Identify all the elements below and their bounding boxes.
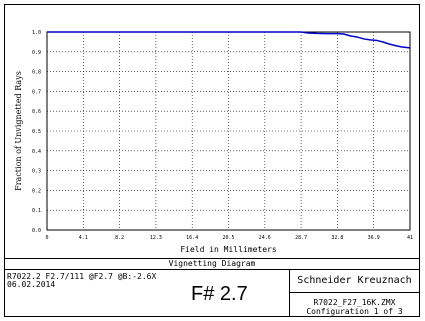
grid — [47, 32, 410, 230]
configuration-label: Configuration 1 of 3 — [306, 307, 403, 316]
y-tick-label: 0.2 — [32, 188, 41, 194]
series-line — [47, 31, 411, 49]
file-name: R7022_F27_16K.ZMX — [313, 298, 396, 307]
x-tick-labels: 0 4.1 8.2 12.3 16.4 20.5 24.6 28.7 32.8 36.9 41 — [45, 235, 413, 241]
x-tick-label: 41 — [407, 235, 413, 241]
chart-title: Vignetting Diagram — [5, 259, 419, 270]
y-tick-label: 0.8 — [32, 70, 41, 76]
x-tick-label: 0 — [45, 235, 48, 241]
y-tick-label: 0.4 — [32, 149, 41, 155]
y-tick-label: 0.6 — [32, 109, 41, 115]
y-tick-label: 0.1 — [32, 208, 41, 214]
x-tick-label: 24.6 — [259, 235, 271, 241]
lens-info-panel: R7022.2 F2.7/111 @F2.7 @B:-2.6X 06.02.20… — [5, 270, 290, 317]
company-name: Schneider Kreuznach — [290, 270, 419, 293]
y-tick-label: 0.5 — [32, 129, 41, 135]
x-tick-label: 16.4 — [186, 235, 198, 241]
y-axis-label: Fraction of Unvignetted Rays — [14, 71, 23, 191]
x-tick-label: 12.3 — [150, 235, 162, 241]
file-info-panel: Schneider Kreuznach R7022_F27_16K.ZMX Co… — [290, 270, 419, 317]
x-axis-label: Field in Millimeters — [180, 245, 277, 254]
y-tick-label: 0.0 — [32, 228, 41, 234]
x-tick-label: 20.5 — [222, 235, 234, 241]
y-tick-label: 1.0 — [32, 30, 41, 36]
date-line: 06.02.2014 — [7, 280, 56, 289]
f-number-label: F# 2.7 — [191, 283, 248, 305]
x-tick-label: 32.8 — [331, 235, 343, 241]
y-tick-label: 0.7 — [32, 89, 41, 95]
lens-info-line: R7022.2 F2.7/111 @F2.7 @B:-2.6X — [7, 272, 157, 281]
y-tick-label: 0.3 — [32, 169, 41, 175]
plot-window: 0 4.1 8.2 12.3 16.4 20.5 24.6 28.7 32.8 36.9 41 0.… — [4, 4, 420, 317]
y-tick-label: 0.9 — [32, 50, 41, 56]
x-tick-label: 36.9 — [368, 235, 380, 241]
x-tick-label: 4.1 — [79, 235, 88, 241]
footer-panel: Vignetting Diagram R7022.2 F2.7/111 @F2.… — [5, 258, 419, 317]
vignetting-chart: 0 4.1 8.2 12.3 16.4 20.5 24.6 28.7 32.8 36.9 41 0.… — [14, 30, 413, 254]
y-tick-labels: 0.0 0.1 0.2 0.3 0.4 0.5 0.6 0.7 0.8 0.9 1.0 — [32, 30, 41, 234]
x-tick-label: 28.7 — [295, 235, 307, 241]
x-tick-label: 8.2 — [115, 235, 124, 241]
